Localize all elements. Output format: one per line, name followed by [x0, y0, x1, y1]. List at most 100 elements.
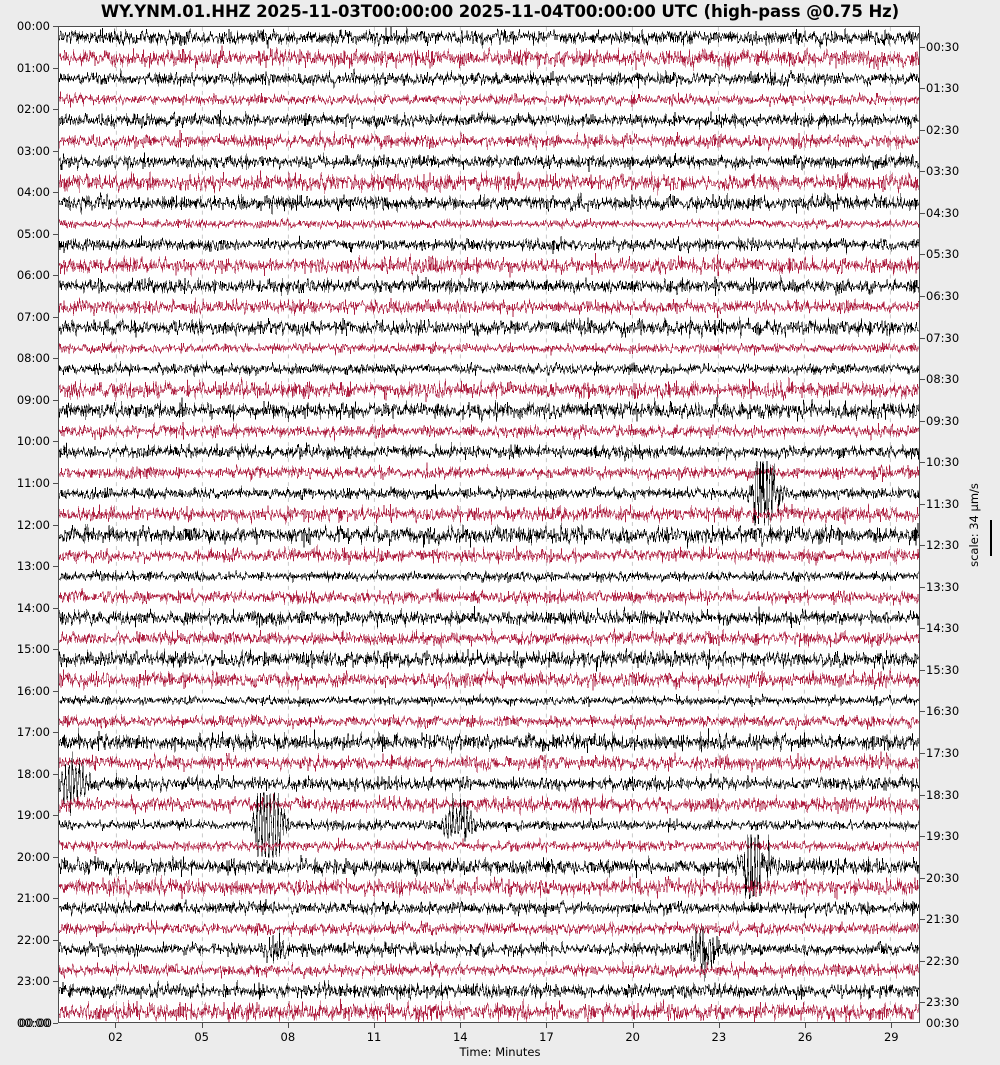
trace-row — [59, 91, 919, 109]
xaxis-tick-label: 02 — [108, 1030, 123, 1044]
trace-row — [59, 899, 919, 919]
trace-row — [59, 834, 919, 899]
left-axis-ticks — [52, 26, 58, 1024]
trace-row — [59, 462, 919, 482]
trace-row — [59, 217, 919, 231]
right-axis-tick — [920, 296, 925, 298]
right-axis-tick — [920, 919, 925, 921]
left-axis-tick — [53, 1023, 58, 1024]
xaxis-tick-label: 29 — [883, 1030, 899, 1044]
right-axis-label: 13:30 — [926, 579, 960, 594]
scale-bar-marker — [990, 520, 992, 556]
right-axis-label: 12:30 — [926, 538, 960, 553]
right-axis-label: 01:30 — [926, 81, 960, 96]
trace-row — [59, 626, 919, 649]
left-axis-label: 20:00 — [16, 849, 50, 864]
trace-row — [59, 751, 919, 816]
xaxis-tick — [374, 1023, 376, 1028]
left-axis-label: 22:00 — [16, 932, 50, 947]
right-axis-label: 23:30 — [926, 995, 960, 1010]
trace-row — [59, 170, 919, 196]
right-axis-tick — [920, 1002, 925, 1004]
xaxis-tick — [805, 1023, 807, 1028]
bottom-minutes-axis: 02 05 08 11 14 17 20 23 26 29 — [58, 1023, 920, 1045]
trace-row — [59, 235, 919, 255]
left-axis-label: 12:00 — [16, 517, 50, 532]
right-axis-label: 00:30 — [926, 39, 960, 54]
left-axis-label: 05:00 — [16, 226, 50, 241]
xaxis-title: Time: Minutes — [459, 1045, 541, 1059]
left-axis-tick — [53, 856, 58, 858]
left-axis-tick — [53, 109, 58, 111]
left-axis-label: 02:00 — [16, 102, 50, 117]
left-axis-tick — [53, 316, 58, 318]
left-axis-label: 04:00 — [16, 185, 50, 200]
corner-label-bottom-left: 00:00 — [18, 1016, 52, 1030]
trace-row — [59, 130, 919, 152]
right-axis-tick — [920, 254, 925, 256]
right-axis-tick — [920, 129, 925, 131]
left-axis-tick — [53, 732, 58, 734]
xaxis-tick — [460, 1023, 462, 1028]
right-axis-label: 02:30 — [926, 122, 960, 137]
trace-row — [59, 587, 919, 606]
left-axis-label: 07:00 — [16, 309, 50, 324]
left-axis-tick — [53, 524, 58, 526]
left-axis-label: 00:00 — [16, 19, 50, 33]
left-axis-label: 10:00 — [16, 434, 50, 449]
left-axis-tick — [53, 482, 58, 484]
right-axis-label: 18:30 — [926, 787, 960, 802]
right-time-axis: 00:30 01:30 02:30 03:30 04:30 05:30 06:30 07:30… — [926, 26, 980, 1023]
left-axis-tick — [53, 441, 58, 443]
right-axis-tick — [920, 545, 925, 547]
xaxis-tick — [718, 1023, 720, 1028]
left-axis-tick — [53, 150, 58, 152]
right-axis-label: 14:30 — [926, 621, 960, 636]
trace-row — [59, 27, 919, 49]
right-axis-tick — [920, 88, 925, 90]
trace-row — [59, 297, 919, 319]
right-axis-label: 19:30 — [926, 829, 960, 844]
right-axis-tick — [920, 503, 925, 505]
xaxis-tick-label: 26 — [797, 1030, 813, 1044]
trace-row — [59, 713, 919, 730]
trace-row — [59, 522, 919, 550]
left-axis-tick — [53, 649, 58, 651]
left-axis-tick — [53, 815, 58, 817]
right-axis-tick — [920, 669, 925, 671]
left-axis-tick — [53, 898, 58, 900]
xaxis-tick — [115, 1023, 117, 1028]
right-axis-tick — [920, 586, 925, 588]
left-axis-label: 17:00 — [16, 725, 50, 740]
right-axis-label: 10:30 — [926, 455, 960, 470]
trace-row — [59, 316, 919, 339]
left-axis-label: 11:00 — [16, 475, 50, 490]
right-axis-tick — [920, 420, 925, 422]
corner-label-bottom-right: 00:30 — [926, 1016, 960, 1030]
trace-row — [59, 605, 919, 629]
trace-row — [59, 152, 919, 173]
trace-row — [59, 569, 919, 584]
left-axis-tick — [53, 275, 58, 277]
right-axis-tick — [920, 960, 925, 962]
left-axis-tick — [53, 26, 58, 27]
left-axis-tick — [53, 233, 58, 235]
left-axis-tick — [53, 607, 58, 609]
trace-row — [59, 919, 919, 938]
trace-row — [59, 874, 919, 900]
right-axis-tick — [920, 337, 925, 339]
trace-row — [59, 979, 919, 1001]
right-axis-label: 05:30 — [926, 247, 960, 262]
trace-row — [59, 502, 919, 525]
trace-row — [59, 377, 919, 402]
trace-row — [59, 727, 919, 754]
xaxis-tick-label: 17 — [539, 1030, 554, 1044]
xaxis-tick — [891, 1023, 893, 1028]
left-axis-label: 03:00 — [16, 143, 50, 158]
left-axis-tick — [53, 690, 58, 692]
right-axis-tick — [920, 46, 925, 48]
left-axis-tick — [53, 67, 58, 69]
right-axis-tick — [920, 379, 925, 381]
xaxis-tick — [287, 1023, 289, 1028]
left-axis-label: 21:00 — [16, 891, 50, 906]
